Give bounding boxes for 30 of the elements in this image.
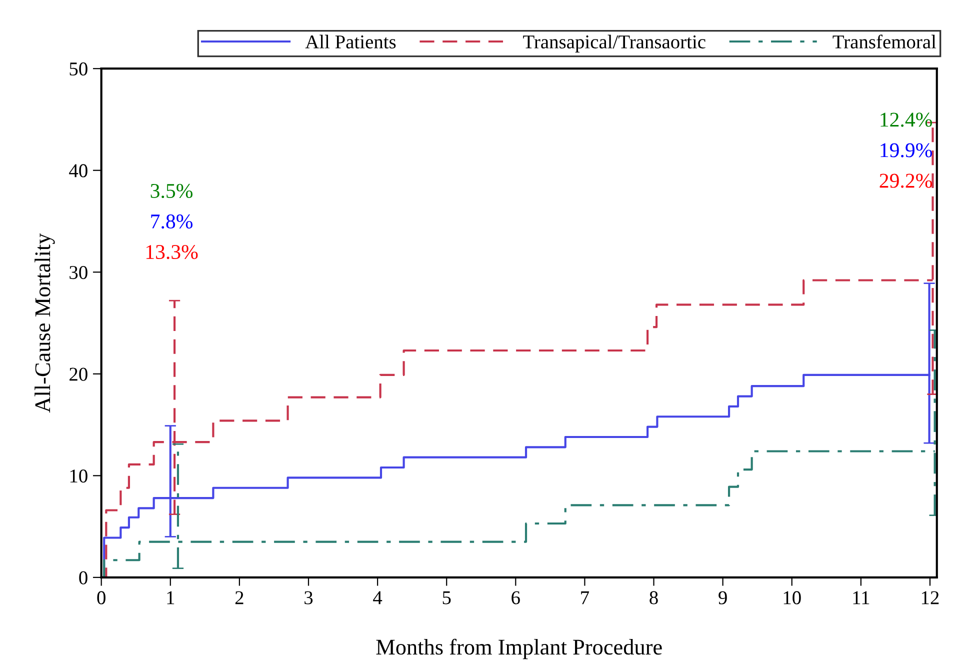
x-tick-label: 9 [718,591,727,604]
x-axis-title: Months from Implant Procedure [376,638,662,660]
y-tick-label: 50 [70,62,88,76]
x-tick-label: 6 [512,591,520,604]
legend-label: Transapical/Transaortic [523,34,706,52]
annotation: 13.3% [146,244,198,260]
y-tick-label: 30 [70,266,88,280]
annotation: 19.9% [880,143,932,158]
x-tick-label: 8 [650,591,658,604]
legend-label: Transfemoral [832,34,936,48]
x-tick-label: 3 [304,591,313,604]
x-tick-label: 11 [853,591,870,604]
annotation: 12.4% [880,112,932,127]
y-axis-title: All-Cause Mortality [34,233,55,413]
x-tick-label: 1 [167,591,174,604]
y-tick-label: 0 [79,571,88,584]
x-tick-label: 0 [97,591,106,604]
annotation: 3.5% [150,184,193,198]
x-tick-label: 10 [784,591,801,604]
annotation: 7.8% [151,214,193,229]
x-tick-label: 12 [922,591,939,604]
x-tick-label: 5 [442,591,451,604]
y-tick-label: 20 [70,368,88,381]
y-tick-label: 40 [69,164,88,178]
x-tick-label: 7 [581,591,590,604]
x-tick-label: 2 [235,591,244,604]
annotation: 29.2% [880,174,932,188]
y-tick-label: 10 [70,469,88,483]
legend-label: All Patients [305,34,396,48]
x-tick-label: 4 [373,591,382,604]
